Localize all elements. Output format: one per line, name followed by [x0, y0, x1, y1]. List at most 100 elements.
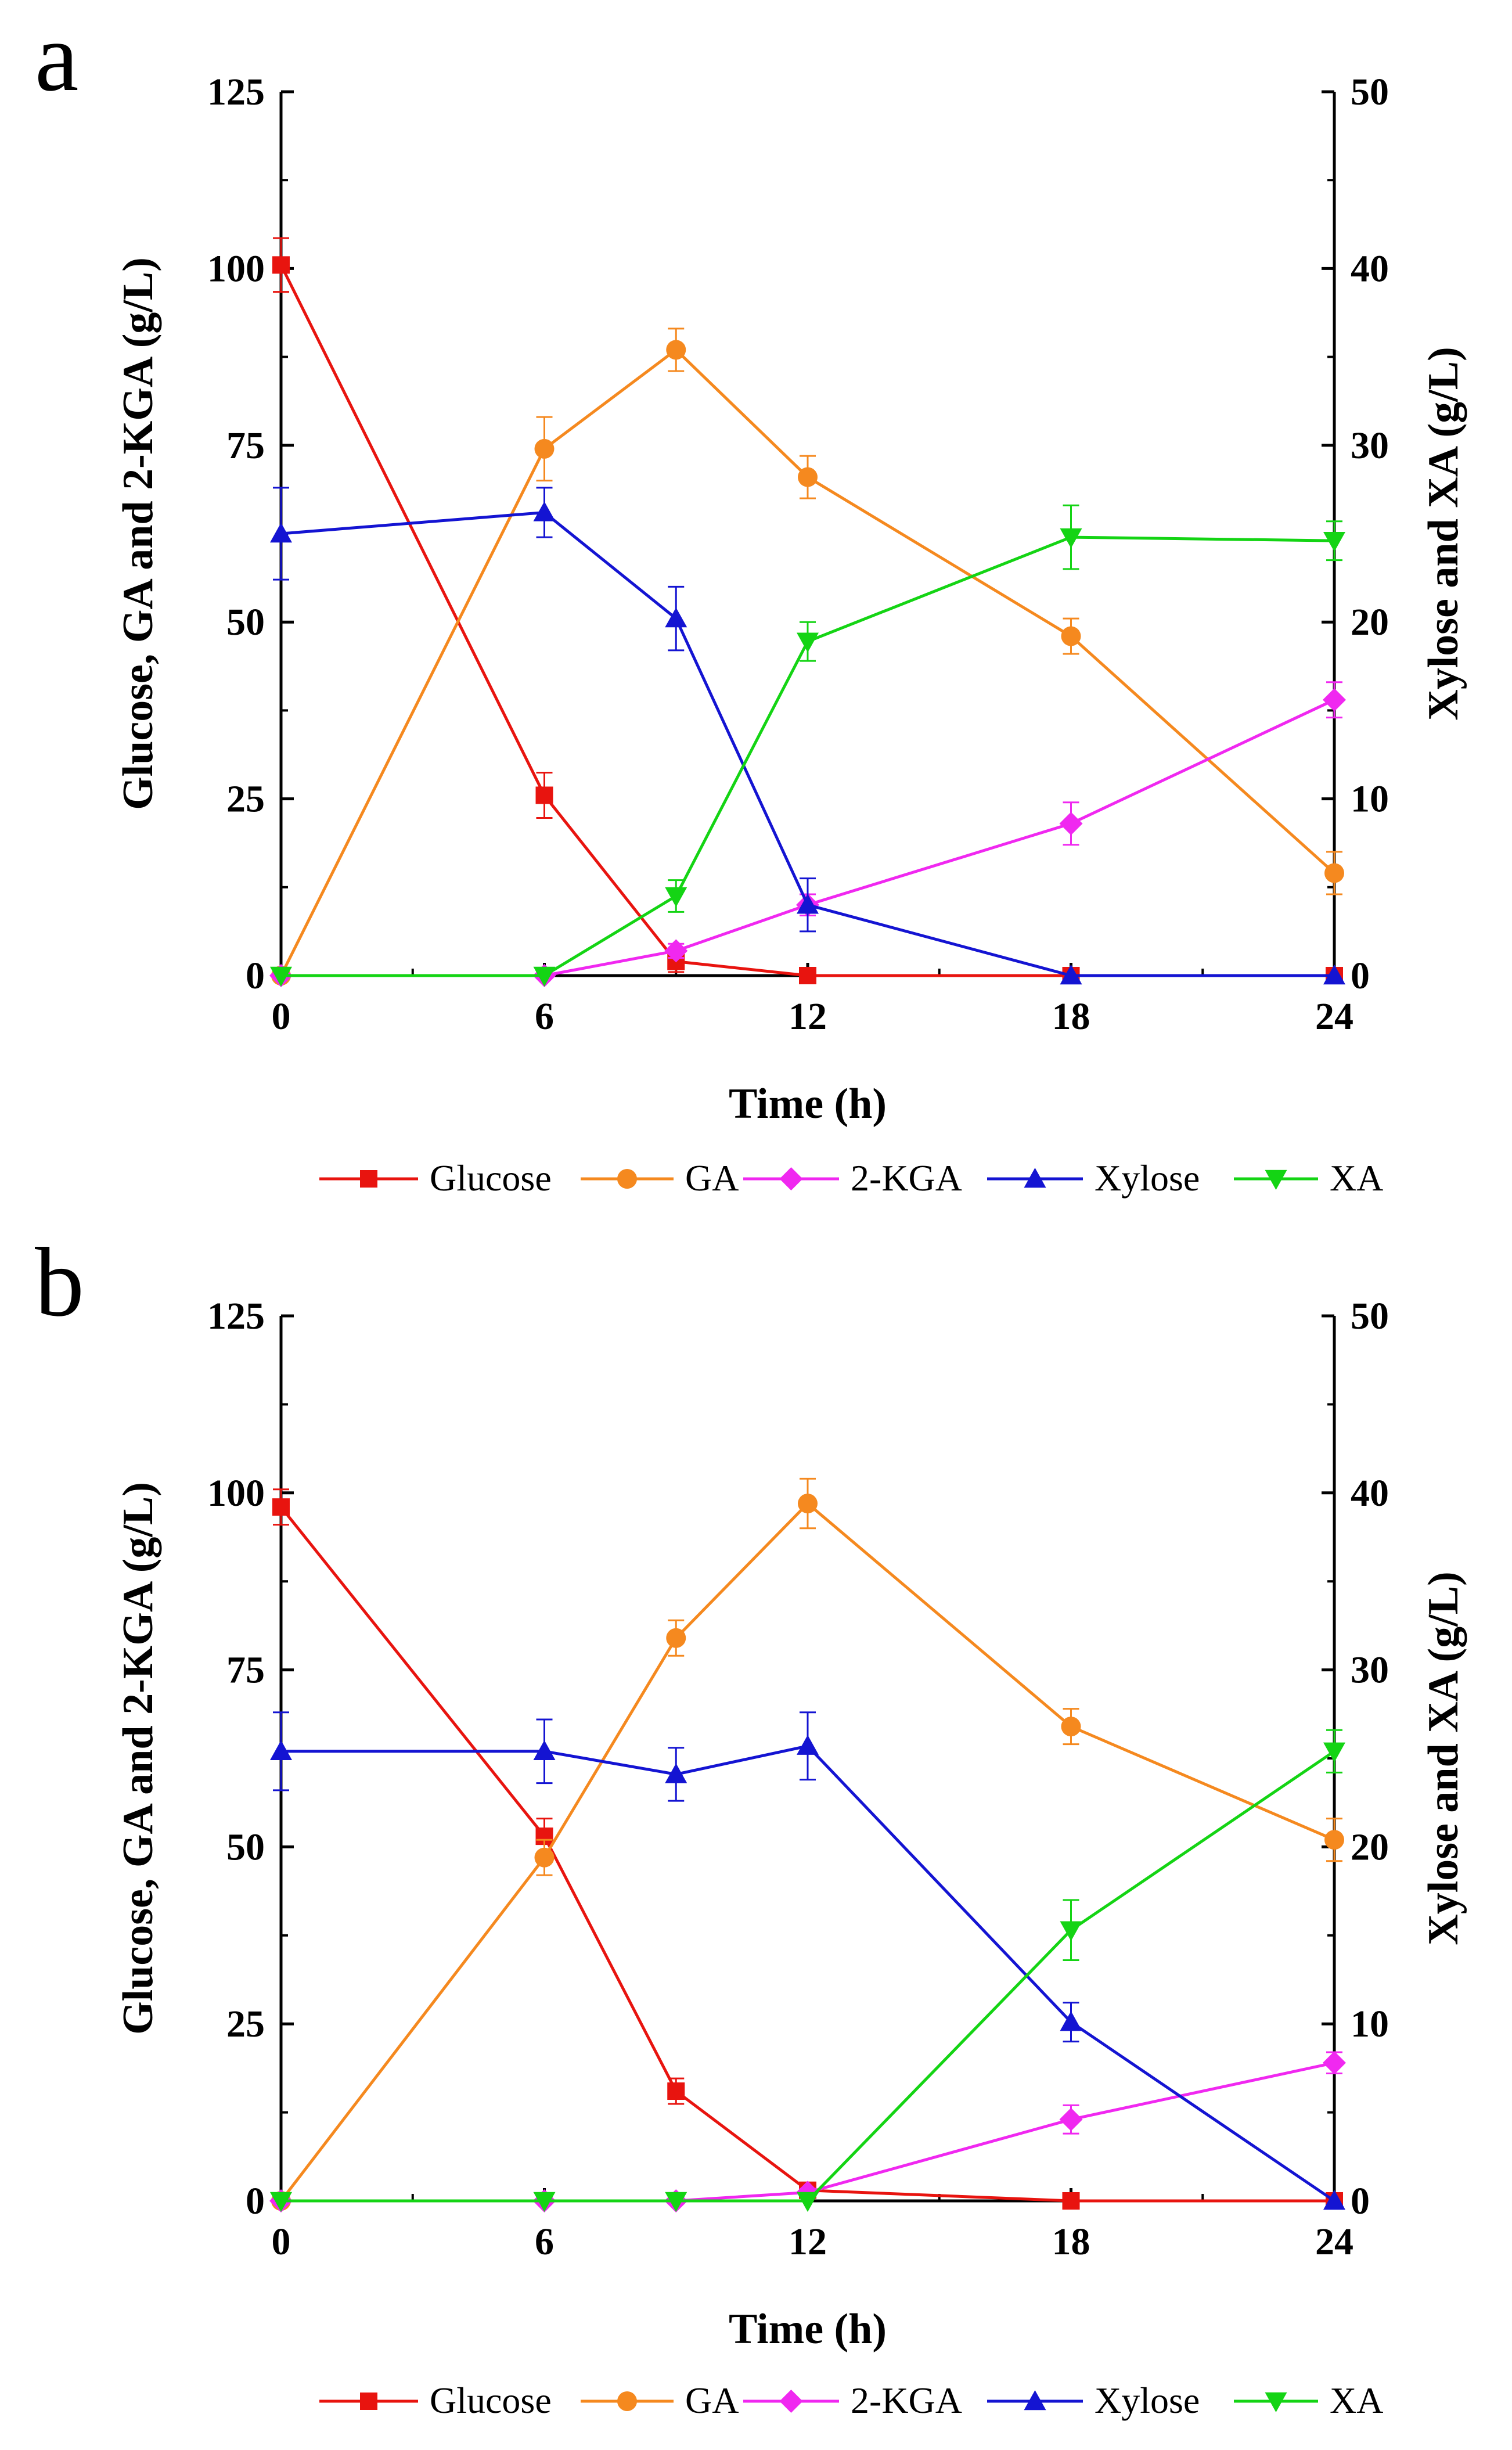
legend-item-xylose: Xylose — [987, 1157, 1200, 1199]
data-point — [665, 607, 687, 628]
x-tick-label: 6 — [535, 2221, 554, 2263]
left-y-tick-label: 25 — [226, 778, 265, 821]
data-point — [797, 632, 819, 653]
left-y-axis-title: Glucose, GA and 2-KGA (g/L) — [114, 257, 162, 810]
legend-marker — [617, 2391, 637, 2411]
legend-item-xa: XA — [1234, 1157, 1383, 1199]
series-line — [281, 535, 1335, 977]
legend-item-xa: XA — [1234, 2380, 1383, 2421]
x-tick-label: 18 — [1052, 995, 1090, 1038]
series-2-kga — [269, 2051, 1346, 2212]
left-y-tick-label: 100 — [207, 1472, 265, 1514]
data-point — [1323, 2190, 1345, 2210]
legend-marker — [779, 1167, 803, 1190]
right-y-axis-title: Xylose and XA (g/L) — [1420, 1571, 1467, 1945]
data-point — [533, 501, 556, 521]
data-point — [535, 786, 553, 804]
series-2-kga — [269, 681, 1346, 987]
right-y-tick-label: 50 — [1351, 1295, 1389, 1337]
data-point — [665, 887, 687, 908]
left-y-tick-label: 50 — [226, 601, 265, 643]
legend-marker — [360, 1170, 377, 1188]
left-y-tick-label: 25 — [226, 2003, 265, 2045]
series-glucose — [272, 1488, 1343, 2210]
data-point — [533, 1740, 556, 1761]
data-point — [797, 894, 819, 914]
x-tick-label: 6 — [535, 995, 554, 1038]
right-y-tick-label: 20 — [1351, 1826, 1389, 1868]
legend: Glucose GA 2-KGA Xylose XA — [319, 1157, 1383, 1199]
data-point — [272, 256, 290, 274]
series-ga — [271, 328, 1344, 985]
legend-marker — [617, 1169, 637, 1189]
data-point — [1061, 626, 1081, 646]
data-point — [1323, 965, 1345, 985]
legend-item-glucose: Glucose — [319, 2380, 552, 2421]
data-point — [798, 1494, 818, 1514]
data-point — [797, 1735, 819, 1755]
left-y-tick-label: 0 — [246, 955, 265, 997]
data-point — [664, 939, 688, 963]
right-y-tick-label: 40 — [1351, 247, 1389, 290]
left-y-tick-label: 75 — [226, 1649, 265, 1692]
right-y-tick-label: 30 — [1351, 1649, 1389, 1692]
data-point — [667, 2082, 685, 2100]
legend-label: Glucose — [430, 1157, 552, 1199]
legend-marker — [360, 2393, 377, 2410]
data-point — [797, 2192, 819, 2212]
legend-label: GA — [685, 1157, 739, 1199]
right-y-tick-label: 40 — [1351, 1472, 1389, 1514]
series-line — [281, 698, 1335, 977]
series-xylose — [270, 487, 1345, 985]
right-y-tick-label: 0 — [1351, 955, 1370, 997]
series-line — [279, 264, 1334, 977]
right-y-tick-label: 10 — [1351, 778, 1389, 821]
data-point — [270, 2192, 292, 2212]
left-y-tick-label: 0 — [246, 2180, 265, 2222]
data-point — [533, 966, 556, 987]
x-tick-label: 12 — [789, 995, 827, 1038]
legend-label: Glucose — [430, 2380, 552, 2421]
panel-label: b — [35, 1228, 84, 1337]
left-y-tick-label: 100 — [207, 247, 265, 290]
data-point — [272, 1498, 290, 1516]
data-point — [666, 340, 686, 360]
left-y-tick-label: 125 — [207, 1295, 265, 1337]
series-line — [280, 1502, 1335, 2202]
right-y-tick-label: 20 — [1351, 601, 1389, 643]
series-line — [281, 1750, 1335, 2203]
right-y-tick-label: 30 — [1351, 424, 1389, 467]
legend-marker — [1024, 1168, 1046, 1188]
legend-label: XA — [1330, 1157, 1383, 1199]
legend-marker — [1024, 2390, 1046, 2411]
data-point — [534, 438, 555, 459]
x-axis-title: Time (h) — [729, 2305, 887, 2353]
data-point — [1059, 812, 1083, 836]
left-y-tick-label: 125 — [207, 71, 265, 113]
x-axis-title: Time (h) — [729, 1080, 887, 1128]
x-tick-label: 12 — [789, 2221, 827, 2263]
left-y-tick-label: 50 — [226, 1826, 265, 1868]
right-y-tick-label: 50 — [1351, 71, 1389, 113]
data-point — [1324, 1830, 1344, 1850]
data-point — [534, 1847, 555, 1868]
x-tick-label: 24 — [1315, 995, 1353, 1038]
data-point — [665, 1763, 687, 1783]
right-y-tick-label: 10 — [1351, 2003, 1389, 2045]
legend-marker — [1265, 2392, 1287, 2412]
data-point — [270, 966, 292, 987]
series-line — [279, 348, 1335, 977]
data-point — [1060, 965, 1082, 985]
legend-label: XA — [1330, 2380, 1383, 2421]
series-line — [280, 1506, 1334, 2203]
series-xylose — [270, 1711, 1345, 2210]
series-line — [280, 510, 1334, 977]
legend: Glucose GA 2-KGA Xylose XA — [319, 2380, 1383, 2421]
legend-item-xylose: Xylose — [987, 2380, 1200, 2421]
left-y-axis-title: Glucose, GA and 2-KGA (g/L) — [114, 1482, 162, 2035]
data-point — [1061, 1717, 1081, 1737]
x-tick-label: 0 — [272, 995, 291, 1038]
data-point — [1323, 2051, 1346, 2075]
